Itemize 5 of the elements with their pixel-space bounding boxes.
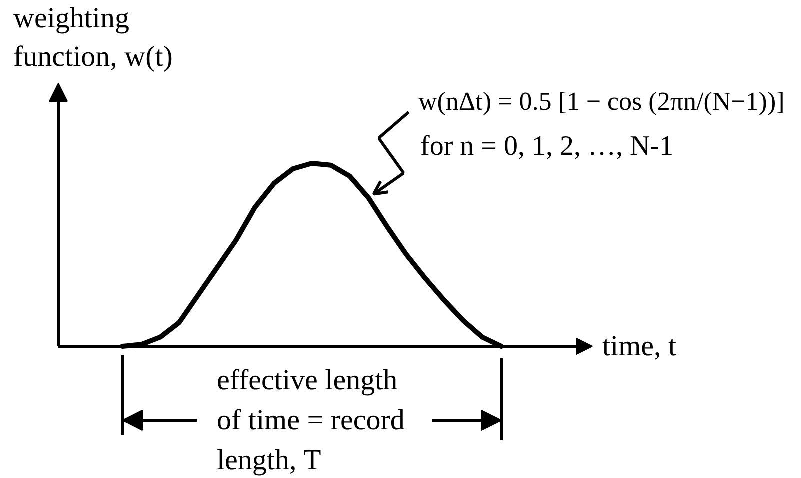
text: effective length of time = record length, T xyxy=(217,364,406,476)
text: for n = 0, 1, 2, …, N-1 xyxy=(420,131,674,162)
y-axis-title: weighting function, w(t) xyxy=(14,2,173,73)
text: w(nΔt) = 0.5 [1 − cos (2πn/(N−1))] xyxy=(418,87,785,116)
x-axis-title: time, t xyxy=(602,330,677,362)
